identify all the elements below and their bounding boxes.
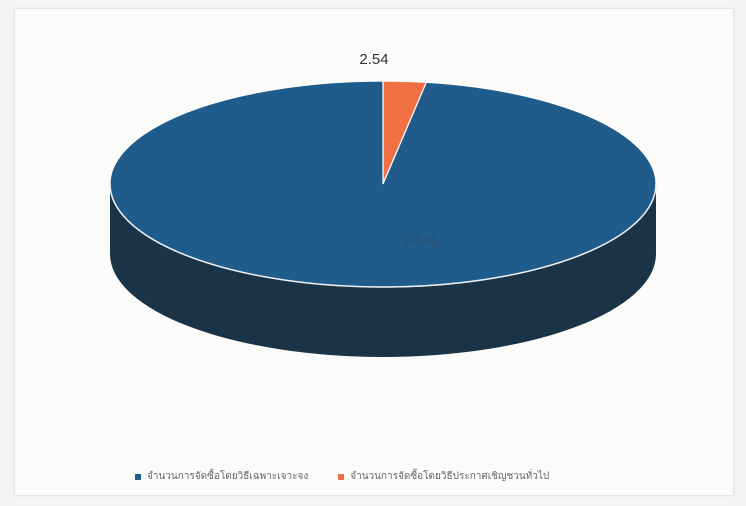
chart-legend: จำนวนการจัดซื้อโดยวิธีเฉพาะเจาะจง จำนวนก… [135, 469, 549, 484]
pie-slice-0 [109, 80, 657, 288]
data-label-general: 2.54 [359, 51, 388, 68]
data-label-specific: 97.46 [405, 233, 438, 248]
pie-chart: 97.46 2.54 [109, 51, 657, 357]
legend-item-specific: จำนวนการจัดซื้อโดยวิธีเฉพาะเจาะจง [135, 469, 308, 484]
pie-side-0 [110, 184, 656, 357]
legend-item-general: จำนวนการจัดซื้อโดยวิธีประกาศเชิญชวนทั่วไ… [338, 469, 549, 484]
legend-label-specific: จำนวนการจัดซื้อโดยวิธีเฉพาะเจาะจง [147, 471, 309, 482]
legend-swatch-general [338, 473, 345, 480]
legend-label-general: จำนวนการจัดซื้อโดยวิธีประกาศเชิญชวนทั่วไ… [350, 471, 550, 482]
pie-rim [109, 183, 657, 288]
legend-swatch-specific [135, 473, 141, 480]
chart-frame: 97.46 2.54 จำนวนการจัดซื้อโดยวิธีเฉพาะเจา… [14, 8, 734, 496]
